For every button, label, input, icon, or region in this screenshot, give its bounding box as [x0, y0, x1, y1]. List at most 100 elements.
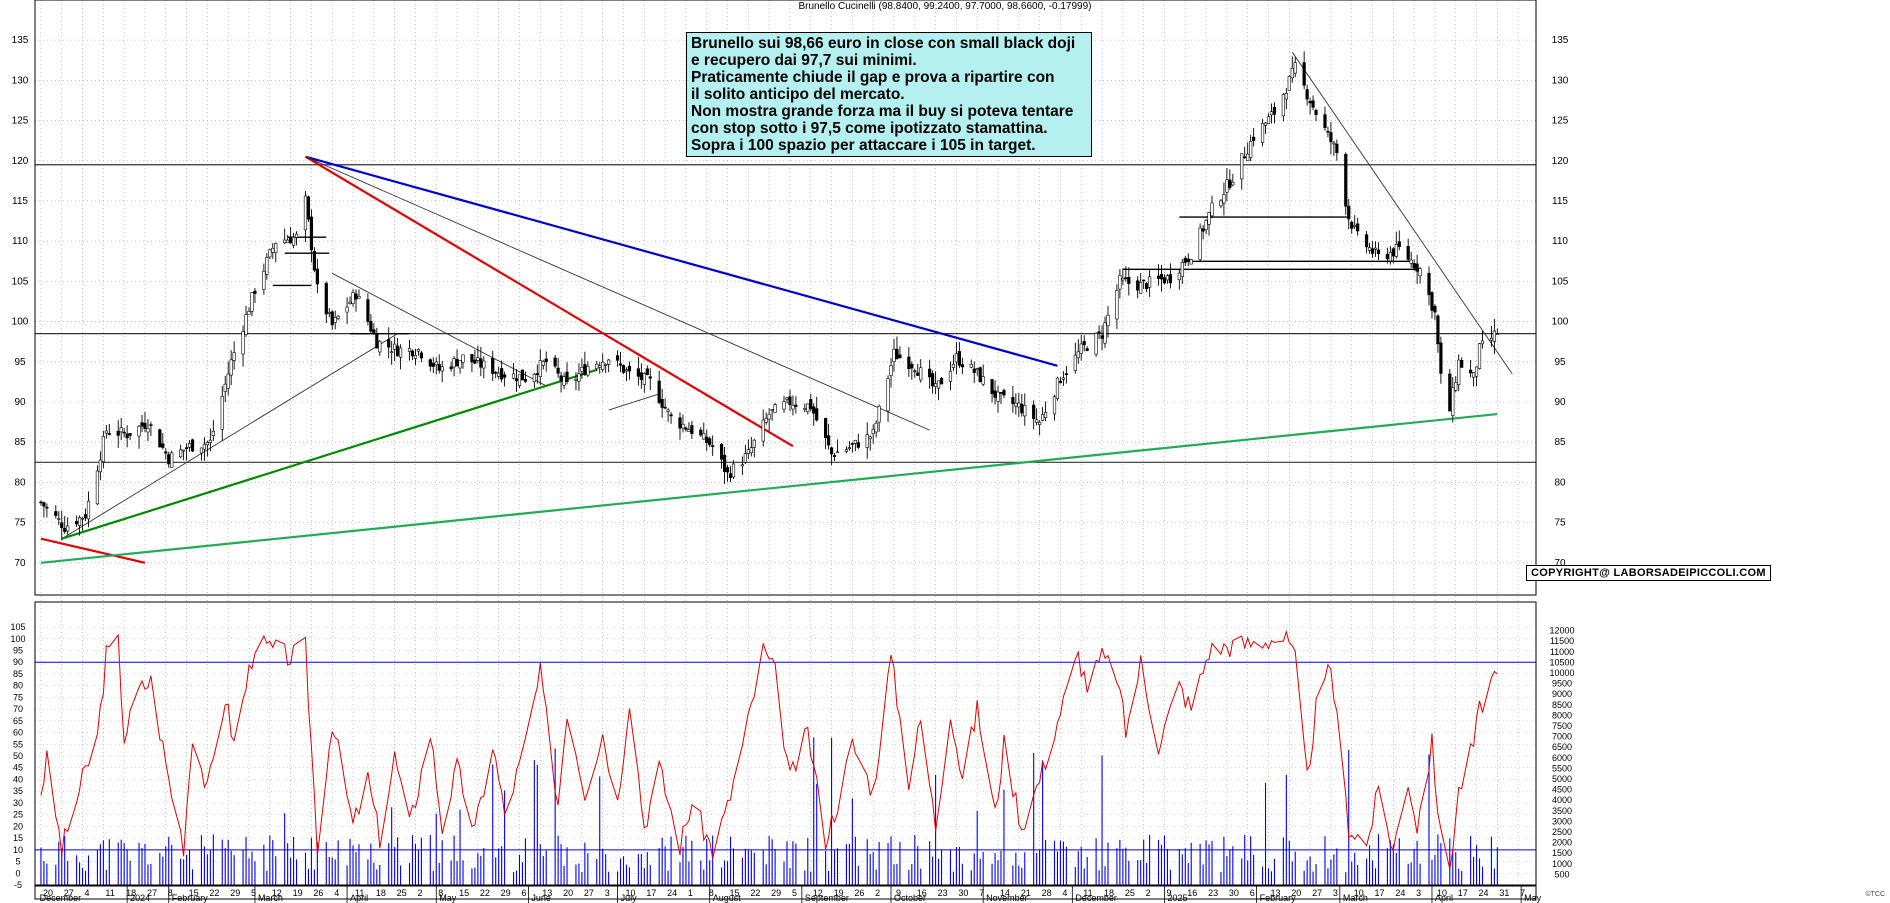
candle-body	[289, 237, 293, 244]
date-tick-label: 28	[1042, 888, 1052, 898]
candle-body	[1394, 244, 1398, 257]
candle-body	[1284, 93, 1288, 100]
date-tick-label: 20	[563, 888, 573, 898]
date-tick-label: 8	[438, 888, 443, 898]
candle-body	[1082, 341, 1086, 346]
oscillator-tick-label: 95	[13, 645, 23, 655]
candle-body	[419, 352, 423, 359]
price-tick-label: 130	[1552, 75, 1569, 86]
candle-body	[1332, 142, 1336, 145]
candle-body	[1032, 404, 1036, 420]
candle-body	[642, 373, 646, 385]
candle-body	[250, 292, 254, 312]
candle-body	[1148, 276, 1152, 288]
candle-body	[80, 517, 85, 520]
candle-body	[140, 422, 144, 427]
candle-body	[503, 374, 507, 378]
candle-body	[98, 459, 102, 473]
candle-body	[1370, 248, 1375, 254]
trendline	[1291, 51, 1513, 375]
date-tick-label: 23	[938, 888, 948, 898]
candle-body	[407, 348, 412, 352]
candle-body	[767, 413, 771, 420]
candle-body	[773, 404, 777, 413]
candle-body	[601, 361, 605, 370]
candle-body	[164, 451, 168, 454]
month-label: September	[805, 893, 849, 903]
annotation-line: Brunello sui 98,66 euro in close con sma…	[691, 35, 1076, 52]
candle-body	[482, 360, 486, 369]
candle-body	[645, 368, 649, 375]
candle-body	[1085, 348, 1089, 351]
volume-tick-label: 1000	[1552, 859, 1572, 869]
candle-body	[993, 390, 997, 398]
candle-body	[1290, 68, 1294, 79]
candle-body	[913, 370, 917, 373]
candle-body	[416, 349, 421, 352]
date-tick-label: 3	[605, 888, 610, 898]
candle-body	[440, 366, 444, 372]
candle-body	[1038, 422, 1042, 425]
candle-body	[874, 422, 878, 433]
candle-body	[1418, 268, 1422, 277]
candle-body	[268, 249, 272, 258]
candle-body	[1451, 387, 1455, 416]
candle-body	[390, 351, 394, 354]
date-tick-label: 1	[688, 888, 693, 898]
candle-body	[494, 371, 498, 374]
candle-body	[1448, 373, 1452, 412]
candle-body	[960, 364, 964, 368]
candle-body	[1477, 343, 1482, 369]
candle-body	[104, 430, 108, 434]
candle-body	[1145, 283, 1149, 290]
candle-body	[865, 434, 869, 448]
date-tick-label: 14	[1000, 888, 1010, 898]
date-tick-label: 10	[1437, 888, 1447, 898]
candle-body	[1052, 396, 1057, 415]
candle-body	[1162, 277, 1167, 284]
candle-body	[229, 359, 233, 376]
candle-body	[782, 401, 786, 410]
candle-body	[824, 418, 828, 439]
candle-body	[895, 348, 899, 360]
candle-body	[1136, 280, 1140, 291]
date-tick-label: 3	[1333, 888, 1338, 898]
annotation-box: Brunello sui 98,66 euro in close con sma…	[686, 32, 1092, 157]
date-tick-label: 7	[1520, 888, 1525, 898]
candle-body	[553, 357, 557, 367]
candle-body	[871, 429, 875, 434]
price-tick-label: 115	[12, 196, 28, 207]
candle-body	[1385, 254, 1389, 260]
candle-body	[413, 355, 418, 359]
candle-body	[583, 364, 587, 375]
date-tick-label: 7	[979, 888, 984, 898]
oscillator-tick-label: 15	[13, 833, 23, 843]
price-tick-label: 110	[12, 236, 28, 247]
candle-body	[663, 406, 667, 409]
candle-body	[725, 467, 730, 473]
candle-body	[428, 359, 432, 367]
date-tick-label: 24	[667, 888, 677, 898]
date-tick-label: 4	[334, 888, 339, 898]
candle-body	[803, 407, 807, 410]
candle-body	[850, 443, 854, 445]
candle-body	[523, 379, 528, 382]
month-label: 2024	[130, 893, 150, 903]
candle-body	[562, 376, 566, 386]
candle-body	[868, 436, 872, 440]
candle-body	[1231, 182, 1235, 186]
date-tick-label: 19	[834, 888, 844, 898]
candle-body	[291, 236, 296, 246]
candle-body	[1388, 251, 1392, 262]
candle-body	[1228, 179, 1232, 188]
candle-body	[666, 409, 670, 412]
trendline	[61, 333, 398, 540]
candle-body	[393, 343, 397, 350]
candle-body	[1439, 342, 1443, 374]
oscillator-tick-label: 70	[13, 704, 23, 714]
price-tick-label: 80	[14, 477, 26, 488]
date-tick-label: 26	[313, 888, 323, 898]
oscillator-line	[40, 629, 1498, 870]
month-label: March	[258, 893, 283, 903]
candle-body	[1391, 248, 1395, 257]
